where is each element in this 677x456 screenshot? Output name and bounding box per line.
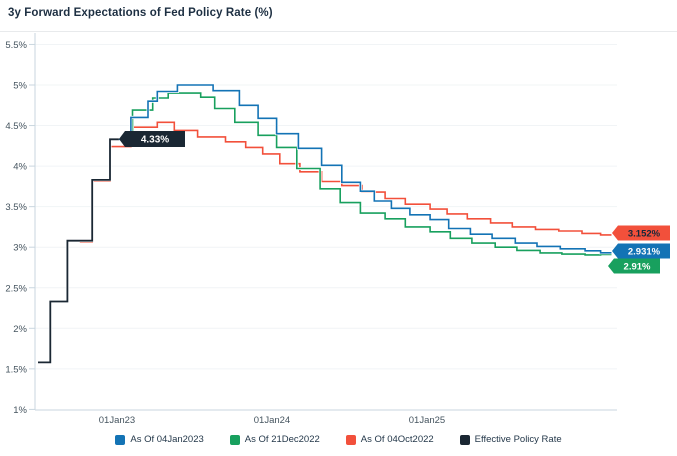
legend-swatch-icon <box>459 434 470 445</box>
rate-chart-canvas[interactable]: 1% 1.5% 2% 2.5% 3% 3.5% 4% 4.5% 5% 5.5% 01Jan23 01J… <box>0 0 677 432</box>
legend-swatch-icon <box>229 434 240 445</box>
end-label-arrow-box <box>608 258 660 274</box>
y-tick-label: 5% <box>13 81 27 92</box>
end-label-as-of-04jan2023: 2.931% <box>612 243 670 259</box>
end-label-value: 2.91% <box>624 262 651 273</box>
end-label-effective-policy-rate: 4.33% <box>119 131 185 147</box>
end-label-as-of-21dec2022: 2.91% <box>608 258 660 274</box>
end-label-arrow-box <box>612 225 670 241</box>
series-line-as-of-21dec2022[interactable] <box>112 92 612 256</box>
y-tick-label: 4.5% <box>5 121 27 132</box>
legend-item-as-of-04jan2023[interactable]: As Of 04Jan2023 <box>115 434 204 445</box>
legend-swatch-icon <box>345 434 356 445</box>
x-tick-label: 01Jan23 <box>99 415 135 426</box>
end-label-value: 3.152% <box>628 229 661 240</box>
end-label-value: 2.931% <box>628 247 661 258</box>
end-label-arrow-box <box>612 243 670 259</box>
end-label-as-of-04oct2022: 3.152% <box>612 225 670 241</box>
title-divider <box>0 31 677 32</box>
x-tick-label: 01Jan25 <box>409 415 445 426</box>
x-tick-label: 01Jan24 <box>254 415 290 426</box>
legend-label: As Of 04Oct2022 <box>360 434 434 445</box>
y-tick-label: 2.5% <box>5 283 27 294</box>
legend-label: Effective Policy Rate <box>474 434 562 445</box>
legend-item-as-of-21dec2022[interactable]: As Of 21Dec2022 <box>229 434 320 445</box>
y-tick-label: 3% <box>13 243 27 254</box>
legend-item-effective-policy-rate[interactable]: Effective Policy Rate <box>459 434 562 445</box>
y-tick-label: 3.5% <box>5 202 27 213</box>
y-tick-label: 2% <box>13 324 27 335</box>
y-tick-label: 5.5% <box>5 40 27 51</box>
y-tick-label: 4% <box>13 162 27 173</box>
chart-title: 3y Forward Expectations of Fed Policy Ra… <box>8 7 273 19</box>
end-label-value: 4.33% <box>141 135 169 146</box>
series-casing-as-of-04jan2023 <box>118 83 612 255</box>
y-tick-label: 1.5% <box>5 364 27 375</box>
y-tick-label: 1% <box>13 405 27 416</box>
series-line-as-of-04jan2023[interactable] <box>118 84 612 254</box>
legend-swatch-icon <box>115 434 126 445</box>
legend-label: As Of 04Jan2023 <box>130 434 204 445</box>
legend-label: As Of 21Dec2022 <box>244 434 320 445</box>
series-line-effective-policy-rate[interactable] <box>38 138 119 364</box>
end-label-arrow-box <box>119 131 185 147</box>
chart-legend: As Of 04Jan2023 As Of 21Dec2022 As Of 04Oc… <box>0 434 677 445</box>
legend-item-as-of-04oct2022[interactable]: As Of 04Oct2022 <box>345 434 434 445</box>
